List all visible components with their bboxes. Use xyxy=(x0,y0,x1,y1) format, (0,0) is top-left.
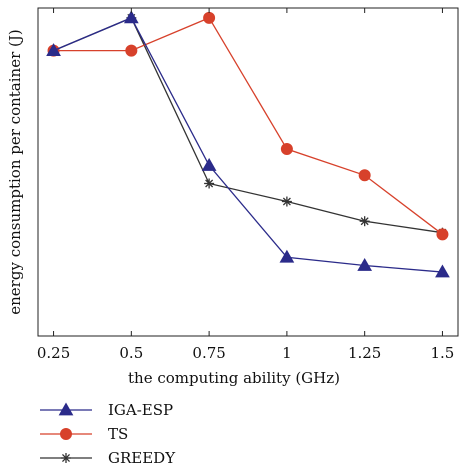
legend-marker-1 xyxy=(60,428,72,440)
series-line-ts xyxy=(53,17,443,235)
series-point-ts-4 xyxy=(358,169,371,182)
series-point-iga-esp-3 xyxy=(279,249,295,263)
x-tick-label-5: 1.5 xyxy=(431,344,455,362)
legend-label-iga-esp: IGA-ESP xyxy=(108,401,174,419)
legend-label-ts: TS xyxy=(108,425,129,443)
x-tick-label-1: 0.5 xyxy=(119,344,143,362)
series-point-ts-3 xyxy=(280,143,293,156)
legend-item-iga-esp: IGA-ESP xyxy=(38,398,298,422)
legend-item-ts: TS xyxy=(38,422,298,446)
series-point-ts-5 xyxy=(436,228,449,241)
series-point-iga-esp-4 xyxy=(357,257,373,271)
legend-swatch-greedy xyxy=(40,453,92,463)
plot-frame xyxy=(37,7,459,337)
legend-swatch-ts xyxy=(40,428,92,440)
series-point-ts-1 xyxy=(125,44,138,57)
x-tick-label-2: 0.75 xyxy=(192,344,225,362)
series-point-ts-2 xyxy=(203,11,216,24)
series-point-greedy-2 xyxy=(204,178,215,189)
series-line-iga-esp xyxy=(53,17,443,273)
series-point-iga-esp-1 xyxy=(123,10,139,24)
x-tick-label-4: 1.25 xyxy=(348,344,381,362)
legend-label-greedy: GREEDY xyxy=(108,449,176,467)
legend-marker-0 xyxy=(58,402,74,416)
legend: IGA-ESP TS GREEDY xyxy=(38,398,298,470)
series-point-greedy-3 xyxy=(281,196,292,207)
legend-marker-2 xyxy=(61,453,71,463)
series-point-greedy-4 xyxy=(359,216,370,227)
y-axis-label: energy consumption per container (J) xyxy=(6,29,24,314)
x-tick-label-3: 1 xyxy=(282,344,292,362)
x-tick-label-0: 0.25 xyxy=(37,344,70,362)
series-point-iga-esp-0 xyxy=(46,43,61,57)
series-point-iga-esp-2 xyxy=(201,157,217,171)
legend-item-greedy: GREEDY xyxy=(38,446,298,470)
series-point-iga-esp-5 xyxy=(435,264,450,278)
x-axis-label: the computing ability (GHz) xyxy=(128,369,340,387)
legend-swatch-iga-esp xyxy=(40,402,92,416)
